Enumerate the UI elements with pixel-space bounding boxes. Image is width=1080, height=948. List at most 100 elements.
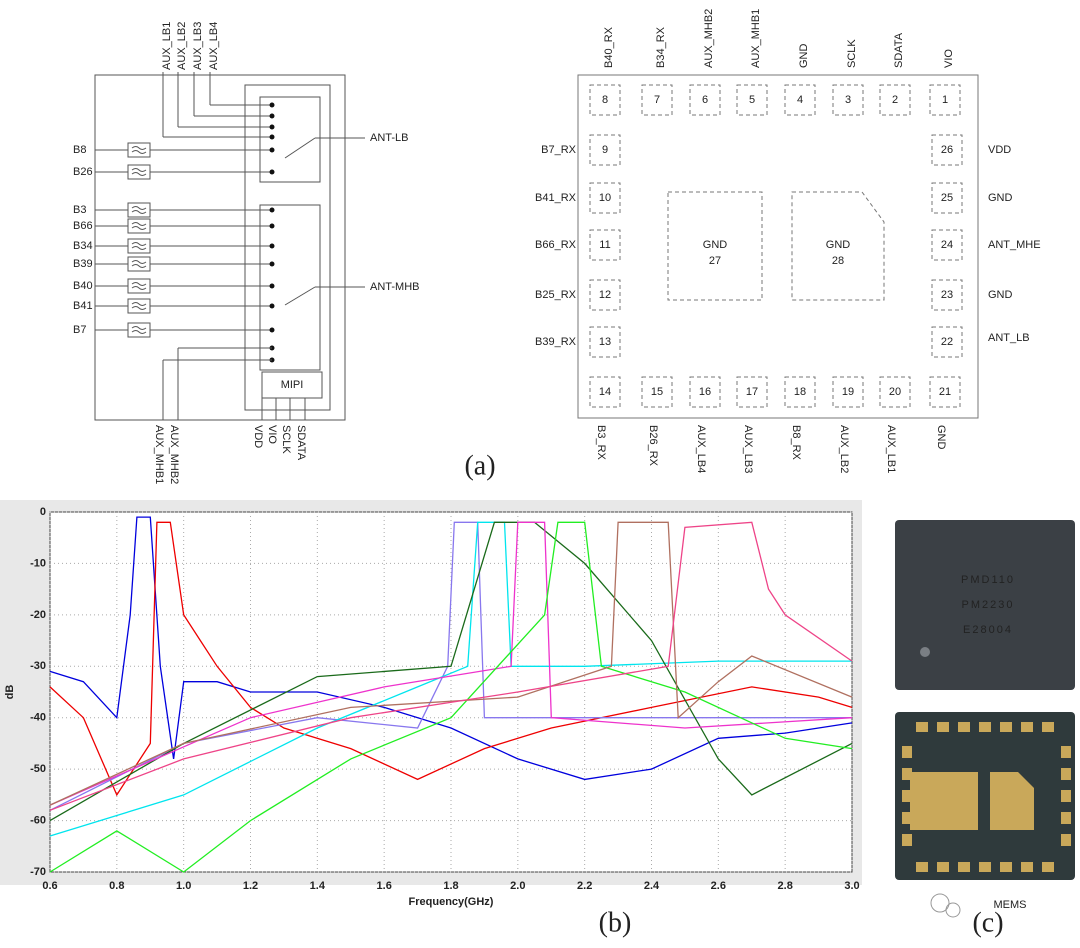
pin-label: ANT_LB	[988, 332, 1030, 344]
filter-symbol	[131, 282, 147, 290]
band-label: B40	[73, 280, 93, 292]
gold-pad	[958, 862, 970, 872]
pin-number: 5	[749, 94, 755, 106]
pin-label: ANT_MHE	[988, 239, 1041, 251]
node	[269, 147, 275, 153]
pin-label: AUX_LB4	[208, 22, 220, 70]
mipi-box	[261, 371, 323, 399]
pin-number: 23	[941, 289, 953, 301]
pin-label: SCLK	[846, 39, 858, 68]
gold-pad	[937, 862, 949, 872]
band-label: B7	[73, 324, 86, 336]
pin-label: SDATA	[893, 32, 905, 68]
pin-pad	[641, 84, 673, 116]
pin-label: AUX_LB1	[161, 22, 173, 70]
gold-pad	[958, 722, 970, 732]
band-label: B34	[73, 240, 93, 252]
filter-symbol	[131, 146, 147, 154]
filter	[127, 278, 151, 294]
pin-label: GND	[988, 192, 1013, 204]
watermark: MEMS	[994, 899, 1027, 911]
gold-pad	[1021, 722, 1033, 732]
band-label: B39	[73, 258, 93, 270]
pin-label: B25_RX	[535, 289, 577, 301]
pin1-dot	[920, 647, 930, 657]
filter	[127, 142, 151, 158]
node	[269, 261, 275, 267]
x-tick-label: 2.0	[510, 880, 525, 892]
gold-pad	[902, 834, 912, 846]
y-tick-label: -50	[30, 763, 46, 775]
pin-label: GND	[798, 44, 810, 69]
pin-label: GND	[935, 425, 947, 450]
pin-number: 25	[941, 192, 953, 204]
pin-label: AUX_LB3	[192, 22, 204, 70]
pin-label: B40_RX	[603, 26, 615, 68]
pin-label: AUX_LB4	[695, 425, 707, 473]
pin-number: 15	[651, 386, 663, 398]
band-label: B41	[73, 300, 93, 312]
pin-number: 7	[654, 94, 660, 106]
gold-pad	[1021, 862, 1033, 872]
pin-number: 26	[941, 144, 953, 156]
pin-number: 6	[702, 94, 708, 106]
pin-pad	[589, 229, 621, 261]
filter	[127, 298, 151, 314]
gold-pad	[1061, 768, 1071, 780]
pin-label: B66_RX	[535, 239, 577, 251]
pin-number: 22	[941, 336, 953, 348]
filter-symbol	[131, 242, 147, 250]
pin-label: GND	[988, 289, 1013, 301]
pin-pad	[929, 84, 961, 116]
pin-label: VDD	[252, 425, 264, 448]
band-label: B8	[73, 144, 86, 156]
filter-symbol	[131, 302, 147, 310]
pin-pad	[931, 134, 963, 166]
series-line	[49, 521, 852, 811]
gold-pad	[916, 862, 928, 872]
filter-symbol	[131, 222, 147, 230]
antenna-label: ANT-LB	[370, 132, 409, 144]
pin-number: 8	[602, 94, 608, 106]
pin-label: AUX_MHB1	[750, 9, 762, 68]
caption: (b)	[599, 907, 632, 938]
y-tick-label: -10	[30, 557, 46, 569]
gold-pad	[910, 772, 978, 830]
filter-symbol	[131, 168, 147, 176]
pin-label: B26_RX	[647, 425, 659, 467]
chip-marking: E28004	[963, 624, 1013, 636]
node	[269, 124, 275, 130]
pin-pad	[931, 279, 963, 311]
gold-pad	[937, 722, 949, 732]
chip-marking: PM2230	[962, 599, 1015, 611]
block-outline	[94, 74, 346, 421]
node	[269, 283, 275, 289]
pin-label: VIO	[943, 49, 955, 68]
filter	[127, 238, 151, 254]
filter-symbol	[131, 260, 147, 268]
x-tick-label: 2.4	[644, 880, 660, 892]
pin-label: B34_RX	[655, 26, 667, 68]
pad-label: GND	[826, 239, 851, 251]
pin-pad	[784, 84, 816, 116]
pin-number: 14	[599, 386, 611, 398]
filter	[127, 256, 151, 272]
band-label: B26	[73, 166, 93, 178]
filter-symbol	[131, 326, 147, 334]
caption: (a)	[464, 450, 495, 481]
node	[269, 134, 275, 140]
series-line	[49, 521, 853, 797]
pin-label: B41_RX	[535, 192, 577, 204]
gold-pad	[902, 812, 912, 824]
pin-pad	[689, 376, 721, 408]
pin-label: AUX_LB3	[742, 425, 754, 473]
filter	[127, 322, 151, 338]
node	[269, 223, 275, 229]
caption: (c)	[972, 907, 1003, 938]
x-tick-label: 1.2	[243, 880, 258, 892]
gold-pad	[990, 772, 1034, 830]
switch-outline	[244, 84, 331, 411]
chip-top-photo	[895, 520, 1075, 690]
pin-label: B3_RX	[595, 425, 607, 461]
